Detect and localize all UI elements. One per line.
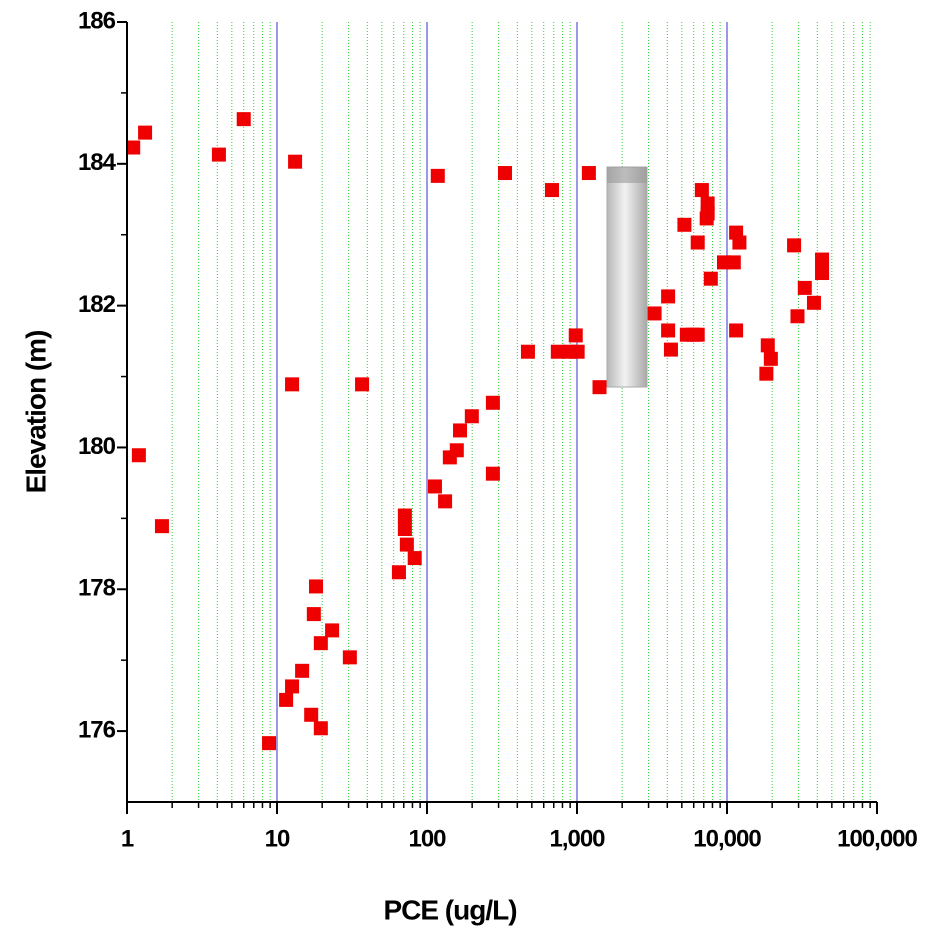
- point: [726, 255, 741, 270]
- point: [663, 342, 678, 357]
- point: [288, 154, 303, 169]
- x-tick-label: 1,000: [549, 825, 605, 852]
- point: [729, 323, 744, 338]
- point: [304, 707, 319, 722]
- points: [126, 112, 830, 751]
- point: [759, 366, 774, 381]
- point: [703, 271, 718, 286]
- point: [544, 183, 559, 198]
- point: [806, 295, 821, 310]
- point: [279, 692, 294, 707]
- point: [126, 140, 141, 155]
- point: [690, 327, 705, 342]
- point: [677, 217, 692, 232]
- x-axis-title: PCE (ug/L): [383, 894, 516, 925]
- point: [732, 235, 747, 250]
- point: [309, 579, 324, 594]
- point: [325, 623, 340, 638]
- axes: 1 10 100 1,000 10,000 100,000 176 178 180 182 184 1…: [78, 7, 919, 852]
- y-tick-label: 180: [78, 433, 116, 460]
- point: [815, 252, 830, 267]
- point: [520, 344, 535, 359]
- point: [407, 551, 422, 566]
- point: [285, 679, 300, 694]
- x-tick-label: 1: [121, 825, 134, 852]
- point: [485, 466, 500, 481]
- point: [399, 537, 414, 552]
- point: [306, 607, 321, 622]
- y-tick-label: 176: [78, 716, 116, 743]
- point: [397, 508, 412, 523]
- point: [397, 522, 412, 536]
- point: [568, 328, 583, 343]
- y-tick-label: 186: [78, 7, 116, 34]
- x-tick-label: 10,000: [693, 825, 761, 852]
- point: [285, 377, 300, 392]
- point: [131, 448, 146, 463]
- point: [570, 344, 585, 359]
- y-tick-label: 182: [78, 291, 116, 318]
- point: [699, 211, 714, 226]
- point: [427, 479, 442, 494]
- x-tick-label: 100,000: [837, 825, 917, 852]
- y-tick-label: 184: [78, 149, 117, 176]
- point: [453, 423, 468, 438]
- x-tick-label: 100: [408, 825, 446, 852]
- point: [430, 168, 445, 183]
- point: [262, 736, 277, 751]
- point: [313, 636, 328, 651]
- point: [464, 409, 479, 424]
- point: [661, 289, 676, 304]
- point: [787, 238, 802, 253]
- point: [550, 344, 565, 359]
- point: [592, 380, 607, 395]
- point: [391, 565, 406, 580]
- point: [661, 323, 676, 338]
- point: [236, 112, 251, 127]
- point: [438, 494, 453, 509]
- x-tick-label: 10: [265, 825, 290, 852]
- grid: [171, 22, 871, 802]
- point: [581, 166, 596, 181]
- point: [485, 395, 500, 410]
- point: [647, 306, 662, 321]
- well-casing: [606, 166, 648, 388]
- point: [355, 377, 370, 392]
- point: [760, 338, 775, 353]
- point: [790, 309, 805, 324]
- y-axis-title: Elevation (m): [20, 331, 51, 494]
- point: [138, 125, 153, 140]
- point: [815, 266, 830, 281]
- point: [154, 519, 169, 534]
- point: [690, 235, 705, 250]
- point: [497, 166, 512, 181]
- point: [211, 147, 226, 162]
- point: [342, 650, 357, 665]
- point: [797, 280, 812, 295]
- point: [694, 183, 709, 198]
- y-tick-label: 178: [78, 575, 116, 602]
- point: [449, 443, 464, 458]
- point: [295, 663, 310, 678]
- point: [313, 721, 328, 736]
- point: [763, 351, 778, 366]
